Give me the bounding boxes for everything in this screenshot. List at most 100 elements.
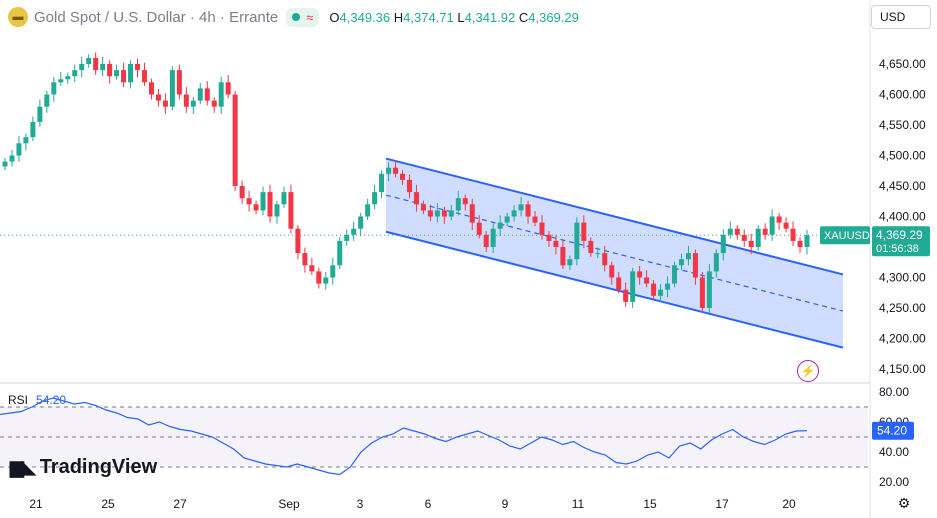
candle-body	[197, 88, 203, 101]
candle-body	[665, 283, 671, 290]
candle-body	[253, 204, 259, 211]
lightning-icon[interactable]: ⚡	[797, 360, 819, 382]
candle-body	[406, 179, 412, 193]
time-tick-label: 25	[101, 497, 115, 511]
open-label: O	[329, 9, 340, 25]
time-tick-label: 11	[572, 497, 585, 511]
ohlc-readout: O4,349.36 H4,374.71 L4,341.92 C4,369.29	[329, 10, 578, 25]
candle-body	[58, 79, 64, 83]
last-price-box	[872, 226, 930, 257]
channel-lower-line	[385, 230, 844, 349]
candle-body	[448, 210, 454, 217]
candle-body	[504, 216, 510, 223]
candle-body	[260, 192, 266, 211]
time-tick-label: 17	[715, 497, 729, 511]
candle-body	[141, 70, 147, 83]
candle-body	[595, 253, 601, 255]
candle-body	[121, 70, 127, 83]
candle-body	[288, 192, 294, 229]
candle-body	[630, 271, 636, 302]
candle-body	[441, 210, 447, 217]
candle-body	[532, 216, 538, 223]
price-tick-label: 4,500.00	[879, 149, 926, 163]
candle-body	[379, 173, 385, 193]
brand-name: TradingView	[39, 456, 158, 478]
candle-body	[30, 121, 36, 138]
candle-body	[602, 253, 608, 266]
candle-body	[476, 222, 482, 235]
candle-body	[420, 204, 426, 211]
symbol-title[interactable]: Gold Spot / U.S. Dollar · 4h · Errante	[34, 8, 279, 26]
candle-body	[86, 57, 92, 64]
candle-body	[741, 234, 747, 241]
candle-body	[727, 228, 733, 235]
candle-body	[616, 277, 622, 290]
tradingview-mark-icon: ▆◣	[10, 457, 36, 477]
candle-body	[128, 64, 134, 83]
candle-body	[23, 137, 29, 144]
candle-body	[218, 82, 224, 107]
candle-body	[790, 228, 796, 241]
candle-body	[211, 100, 217, 107]
time-tick-label: 21	[29, 497, 43, 511]
candle-body	[16, 143, 22, 156]
currency-selector[interactable]: USD	[871, 5, 931, 29]
candle-body	[706, 271, 712, 308]
candle-body	[518, 204, 524, 211]
candle-body	[434, 210, 440, 217]
candle-body	[330, 265, 336, 278]
gear-icon[interactable]: ⚙	[897, 494, 911, 511]
candle-body	[107, 64, 113, 77]
close-value: 4,369.29	[528, 9, 579, 25]
candle-body	[692, 253, 698, 278]
candle-body	[609, 265, 615, 278]
candle-body	[281, 192, 287, 205]
candle-body	[183, 94, 189, 107]
candle-body	[699, 277, 705, 308]
rsi-legend[interactable]: RSI 54.20	[8, 393, 66, 407]
rsi-tick-label: 40.00	[879, 445, 909, 459]
market-status-badge[interactable]: ≈	[286, 7, 320, 27]
candle-body	[462, 198, 468, 205]
candle-body	[797, 240, 803, 247]
candle-body	[734, 228, 740, 235]
candle-body	[671, 265, 677, 284]
price-tick-label: 4,450.00	[879, 179, 926, 193]
candle-body	[748, 240, 754, 247]
time-tick-label: 3	[357, 497, 364, 511]
candle-body	[232, 94, 238, 186]
candle-body	[755, 228, 761, 247]
low-label: L	[457, 9, 465, 25]
candle-body	[497, 222, 503, 229]
candle-body	[169, 70, 175, 107]
low-value: 4,341.92	[464, 9, 516, 25]
price-tick-label: 4,300.00	[879, 271, 926, 285]
channel-upper-line	[385, 157, 844, 276]
candle-body	[239, 186, 245, 199]
candle-body	[225, 82, 231, 95]
countdown-label: 01:56:38	[876, 243, 919, 255]
tradingview-logo[interactable]: ▆◣ TradingView	[10, 456, 157, 479]
price-tick-label: 4,600.00	[879, 88, 926, 102]
candle-body	[553, 240, 559, 247]
high-value: 4,374.71	[403, 9, 454, 25]
ticker-label-box	[820, 226, 870, 245]
time-tick-label: 9	[502, 497, 509, 511]
close-label: C	[518, 9, 529, 25]
candle-body	[567, 259, 573, 266]
candle-body	[762, 228, 768, 235]
candle-body	[525, 204, 531, 217]
candle-body	[560, 247, 566, 266]
candle-body	[581, 222, 587, 241]
candle-body	[511, 210, 517, 217]
candle-body	[309, 265, 315, 272]
candle-body	[9, 155, 15, 162]
candle-body	[776, 216, 782, 223]
candle-body	[623, 289, 629, 302]
channel-midline	[385, 194, 844, 312]
rsi-label: RSI	[8, 393, 29, 407]
candle-body	[162, 100, 168, 107]
candle-body	[176, 70, 182, 95]
price-tick-label: 4,200.00	[879, 332, 926, 346]
